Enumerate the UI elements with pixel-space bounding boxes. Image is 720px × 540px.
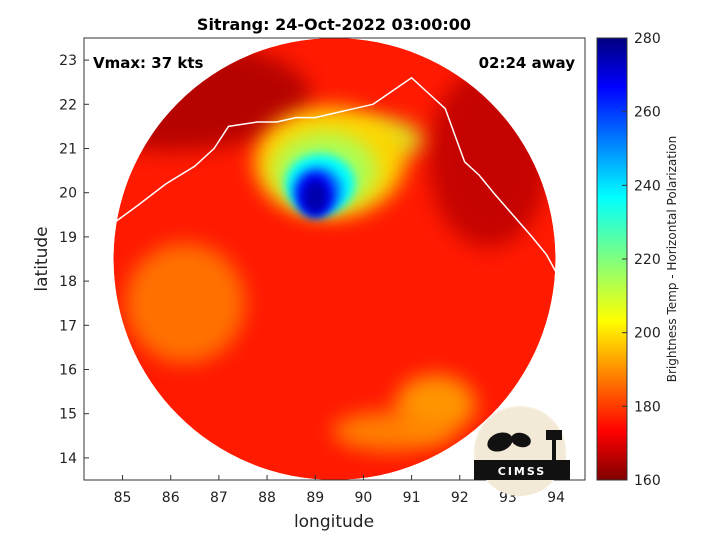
y-tick-label: 18 xyxy=(59,274,77,290)
x-axis-label: longitude xyxy=(294,512,374,532)
colorbar-ticks: 160 180 200 220 240 260 280 xyxy=(622,31,661,489)
rain-band xyxy=(332,411,453,452)
y-tick-label: 15 xyxy=(59,407,77,423)
y-tick-label: 21 xyxy=(59,142,77,158)
colorbar-tick-label: 260 xyxy=(634,105,661,121)
y-tick-label: 16 xyxy=(59,363,77,379)
x-tick-label: 85 xyxy=(114,490,132,506)
x-tick-label: 89 xyxy=(306,490,324,506)
y-tick-label: 20 xyxy=(59,186,77,202)
plot-area: 85 86 87 88 89 90 91 92 93 94 1415161718192021222… xyxy=(59,37,586,506)
colorbar-label: Brightness Temp - Horizontal Polarizatio… xyxy=(665,136,679,383)
swath-layer xyxy=(84,38,585,480)
colorbar-tick-label: 280 xyxy=(634,31,661,47)
colorbar-tick-label: 200 xyxy=(634,326,661,342)
colorbar-tick-label: 160 xyxy=(634,473,661,489)
vmax-annotation: Vmax: 37 kts xyxy=(93,54,203,72)
y-axis-label: latitude xyxy=(32,226,52,291)
colorbar-tick-label: 180 xyxy=(634,399,661,415)
y-ticks: 14 15 16 17 18 19 20 21 22 23 xyxy=(59,53,89,467)
y-tick-label: 17 xyxy=(59,318,77,334)
coastline-path xyxy=(84,77,581,370)
x-tick-label: 94 xyxy=(547,490,565,506)
y-tick-label: 19 xyxy=(59,230,77,246)
colorbar: 160 180 200 220 240 260 280 Brightness Temp - … xyxy=(596,31,679,489)
water-tower-tank xyxy=(546,430,562,440)
convection-contour xyxy=(303,180,328,215)
cimss-logo: CIMSS xyxy=(474,406,570,496)
logo-sun xyxy=(476,408,564,496)
x-tick-label: 91 xyxy=(403,490,421,506)
chart-title: Sitrang: 24-Oct-2022 03:00:00 xyxy=(197,15,471,34)
x-ticks: 85 86 87 88 89 90 91 92 93 94 xyxy=(114,475,565,506)
x-tick-label: 88 xyxy=(258,490,276,506)
colorbar-tick-label: 220 xyxy=(634,252,661,268)
y-tick-label: 23 xyxy=(59,53,77,69)
x-tick-label: 92 xyxy=(451,490,469,506)
colorbar-tick-label: 240 xyxy=(634,178,661,194)
satellite-dish-left xyxy=(487,432,513,452)
coastline xyxy=(84,77,581,370)
cyclone-convection xyxy=(254,106,405,217)
x-tick-label: 87 xyxy=(210,490,228,506)
x-tick-label: 90 xyxy=(354,490,372,506)
ocean-bright-region xyxy=(125,243,246,364)
plot-frame xyxy=(83,37,586,481)
x-tick-label: 86 xyxy=(162,490,180,506)
water-tower-leg xyxy=(552,440,556,462)
y-tick-label: 22 xyxy=(59,97,77,113)
y-tick-label: 14 xyxy=(59,451,77,467)
satellite-dish-right xyxy=(511,432,531,448)
logo-bar xyxy=(474,460,570,480)
logo-text: CIMSS xyxy=(498,465,546,478)
distance-annotation: 02:24 away xyxy=(479,54,576,72)
